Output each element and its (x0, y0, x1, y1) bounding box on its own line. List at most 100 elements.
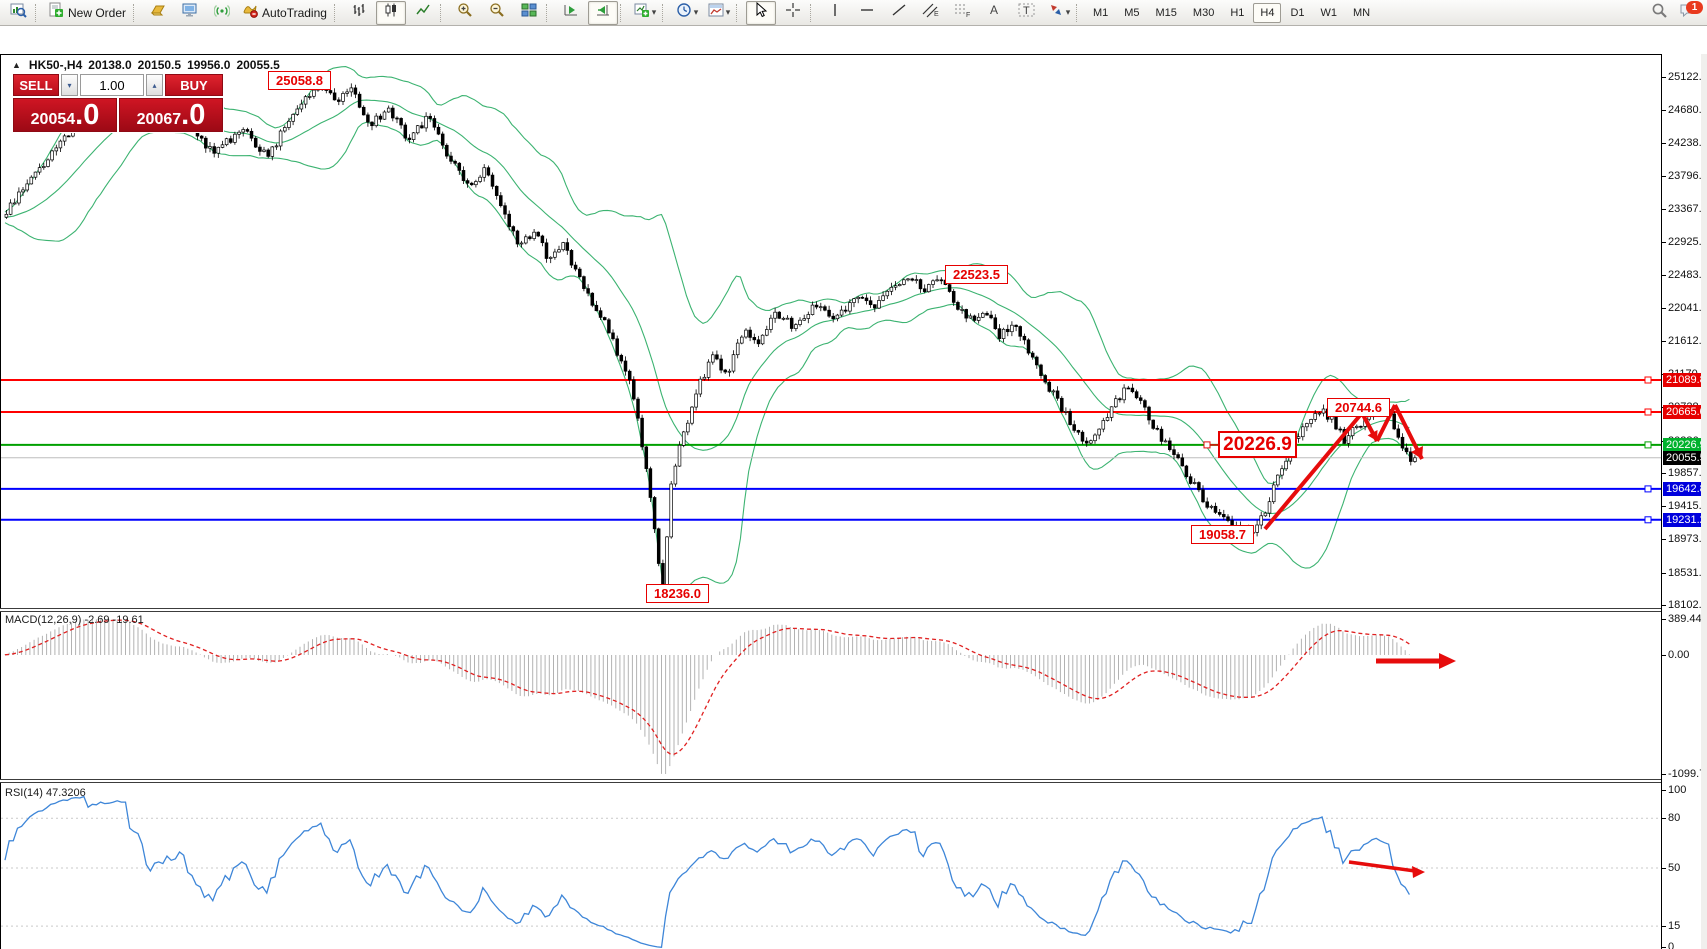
vertical-line-button[interactable] (820, 1, 850, 25)
terminal-button[interactable] (175, 1, 205, 25)
volume-increase-button[interactable]: ▴ (146, 74, 163, 96)
trendline-icon (891, 2, 907, 23)
rsi-pane[interactable] (1, 783, 1661, 949)
axis-tick (1662, 619, 1666, 620)
horizontal-line-button[interactable] (852, 1, 882, 25)
price-annotation-20226-9[interactable]: 20226.9 (1218, 431, 1297, 458)
candlestick-chart-button[interactable] (375, 0, 406, 25)
volume-decrease-button[interactable]: ▾ (61, 74, 78, 96)
hline-handle[interactable] (1644, 408, 1652, 416)
one-click-trade-panel: SELL ▾ 1.00 ▴ BUY 20054 .0 20067 .0 (12, 73, 224, 133)
timeframe-mn-button[interactable]: MN (1353, 6, 1371, 19)
axis-tick (1662, 208, 1666, 210)
macd-axis-label: 0.00 (1668, 649, 1690, 661)
arrow-head (1439, 653, 1456, 669)
pane-separator[interactable] (0, 779, 1707, 783)
timeframe-h4-button[interactable]: H4 (1253, 2, 1282, 23)
chart-shift-button[interactable] (587, 0, 618, 25)
tile-windows-icon (521, 2, 537, 23)
price-annotation-20744-6[interactable]: 20744.6 (1327, 398, 1390, 417)
collapse-trade-panel-icon[interactable]: ▲ (12, 60, 21, 70)
zoom-out-icon (489, 2, 505, 23)
buy-price-display[interactable]: 20067 .0 (119, 98, 223, 132)
axis-tick (1662, 926, 1666, 928)
timeframe-w1-button[interactable]: W1 (1320, 6, 1338, 19)
sell-price-frac: .0 (75, 99, 100, 131)
symbol-ohlc-line: ▲ HK50-,H4 20138.0 20150.5 19956.0 20055… (12, 58, 280, 72)
periods-dropdown[interactable]: ▾ (672, 1, 702, 25)
pane-separator[interactable] (0, 608, 1707, 612)
price-axis-label: 18973.0 (1668, 533, 1707, 546)
svg-text:A: A (990, 3, 998, 17)
hline-handle[interactable] (1644, 485, 1652, 493)
text-label-button[interactable]: T (1012, 1, 1042, 25)
trend-annotation-line[interactable] (1263, 411, 1364, 531)
zoom-out-button[interactable] (482, 1, 512, 25)
price-badge-19231-2: 19231.2 (1663, 512, 1707, 527)
timeframe-h1-button[interactable]: H1 (1230, 6, 1245, 19)
chart-shift-icon (595, 2, 611, 23)
new-chart-button[interactable] (3, 1, 33, 25)
buy-button[interactable]: BUY (165, 74, 223, 96)
hline-handle[interactable] (1644, 516, 1652, 524)
line-chart-button[interactable] (408, 1, 438, 25)
equidistant-channel-button[interactable]: E (916, 1, 946, 25)
hline-handle[interactable] (1644, 376, 1652, 384)
sell-button[interactable]: SELL (13, 74, 59, 96)
crosshair-button[interactable] (778, 1, 808, 25)
timeframe-m30-button[interactable]: M30 (1192, 6, 1215, 19)
signals-button[interactable] (207, 1, 237, 25)
price-badge-19642-8: 19642.8 (1663, 481, 1707, 496)
text-button[interactable]: A (980, 1, 1010, 25)
main-chart-pane[interactable] (1, 55, 1661, 608)
rsi-axis-label: 50 (1668, 862, 1681, 874)
new-chart-dropdown[interactable]: ▾ (630, 1, 660, 25)
metaeditor-button[interactable] (143, 1, 173, 25)
templates-dropdown[interactable]: ▾ (704, 1, 734, 25)
chart-border (0, 54, 1707, 55)
macd-pane[interactable] (1, 612, 1661, 779)
trendline-button[interactable] (884, 1, 914, 25)
bar-chart-button[interactable] (344, 1, 374, 25)
new-order-button[interactable]: New Order (45, 1, 131, 25)
timeframe-m5-button[interactable]: M5 (1124, 6, 1140, 19)
search-button[interactable] (1644, 1, 1674, 25)
fibonacci-button[interactable]: F (948, 1, 978, 25)
macd-axis-label: 389.44 (1668, 613, 1702, 625)
axis-tick (1662, 242, 1666, 243)
axis-tick (1662, 572, 1666, 574)
timeframe-d1-button[interactable]: D1 (1290, 6, 1305, 19)
price-annotation-25058-8[interactable]: 25058.8 (268, 71, 331, 90)
autotrading-button[interactable]: AutoTrading (239, 1, 332, 25)
label-anchor-handle[interactable] (1203, 441, 1211, 449)
timeframe-m1-button[interactable]: M1 (1092, 6, 1109, 19)
hline-handle[interactable] (1644, 441, 1652, 449)
rsi-trend-arrow[interactable] (1348, 860, 1416, 873)
tile-windows-button[interactable] (514, 1, 544, 25)
timeframe-m15-button[interactable]: M15 (1155, 6, 1177, 19)
terminal-icon (182, 2, 198, 23)
price-axis-label: 23796.0 (1668, 170, 1707, 183)
price-axis[interactable]: 25122.0 24680.0 24238.0 23796.0 23367.0 22925… (1661, 54, 1707, 949)
notifications-button[interactable]: 1 (1675, 0, 1703, 24)
bollinger-lower-band (4, 121, 1410, 597)
trend-annotation-line[interactable] (1375, 404, 1397, 442)
price-annotation-18236-0[interactable]: 18236.0 (646, 584, 709, 603)
arrows-dropdown[interactable]: ▾ (1044, 1, 1074, 25)
price-axis-label: 18102.0 (1668, 598, 1707, 611)
macd-label: MACD(12,26,9) -2.69 -19.61 (5, 614, 144, 626)
autotrading-icon (242, 2, 258, 23)
price-annotation-19058-7[interactable]: 19058.7 (1191, 525, 1254, 544)
sell-price-display[interactable]: 20054 .0 (13, 98, 117, 132)
auto-scroll-button[interactable] (556, 1, 586, 25)
autotrading-button-label: AutoTrading (262, 5, 327, 20)
svg-text:F: F (966, 12, 970, 18)
price-axis-label: 22483.0 (1668, 269, 1707, 282)
volume-input[interactable]: 1.00 (80, 74, 144, 96)
cursor-button[interactable] (745, 0, 776, 25)
price-badge-20665-0: 20665.0 (1663, 404, 1707, 419)
macd-axis-label: -1099.78 (1668, 768, 1707, 780)
price-annotation-22523-5[interactable]: 22523.5 (945, 265, 1008, 284)
toolbar-separator (735, 3, 744, 22)
zoom-in-button[interactable] (450, 1, 480, 25)
